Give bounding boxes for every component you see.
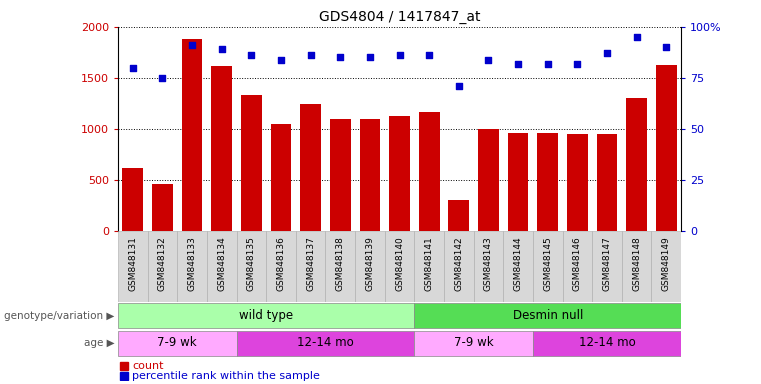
- Bar: [508, 133, 528, 231]
- Bar: [567, 134, 587, 231]
- Bar: [448, 200, 470, 231]
- Bar: [118, 331, 237, 356]
- Text: 12-14 mo: 12-14 mo: [578, 336, 635, 349]
- Point: [364, 55, 376, 61]
- Bar: [478, 129, 498, 231]
- Text: GSM848143: GSM848143: [484, 237, 493, 291]
- Bar: [533, 231, 562, 302]
- Text: Desmin null: Desmin null: [512, 309, 583, 321]
- Text: GSM848131: GSM848131: [129, 237, 137, 291]
- Bar: [537, 133, 558, 231]
- Point: [393, 52, 406, 58]
- Text: count: count: [132, 361, 164, 371]
- Text: GSM848149: GSM848149: [662, 237, 670, 291]
- Bar: [503, 231, 533, 302]
- Point: [245, 52, 257, 58]
- Bar: [414, 231, 444, 302]
- Bar: [266, 231, 296, 302]
- Text: GSM848141: GSM848141: [425, 237, 434, 291]
- Bar: [622, 231, 651, 302]
- Point: [572, 61, 584, 67]
- Point: [631, 34, 643, 40]
- Text: GSM848140: GSM848140: [395, 237, 404, 291]
- Bar: [271, 124, 291, 231]
- Text: GSM848132: GSM848132: [158, 237, 167, 291]
- Bar: [241, 95, 262, 231]
- Point: [482, 56, 495, 63]
- Bar: [237, 331, 414, 356]
- Text: GSM848148: GSM848148: [632, 237, 641, 291]
- Bar: [533, 331, 681, 356]
- Bar: [592, 231, 622, 302]
- Point: [156, 75, 168, 81]
- Bar: [152, 184, 173, 231]
- Bar: [177, 231, 207, 302]
- Text: GSM848133: GSM848133: [187, 237, 196, 291]
- Bar: [444, 231, 473, 302]
- Bar: [626, 98, 647, 231]
- Bar: [330, 119, 351, 231]
- Bar: [385, 231, 414, 302]
- Point: [304, 52, 317, 58]
- Point: [275, 56, 287, 63]
- Bar: [207, 231, 237, 302]
- Text: GSM848134: GSM848134: [217, 237, 226, 291]
- Bar: [301, 104, 321, 231]
- Bar: [296, 231, 326, 302]
- Text: GSM848139: GSM848139: [365, 237, 374, 291]
- Point: [186, 42, 198, 48]
- Point: [126, 65, 139, 71]
- Text: GSM848135: GSM848135: [247, 237, 256, 291]
- Bar: [237, 231, 266, 302]
- Bar: [359, 119, 380, 231]
- Bar: [656, 65, 677, 231]
- Text: percentile rank within the sample: percentile rank within the sample: [132, 371, 320, 381]
- Text: GSM848137: GSM848137: [306, 237, 315, 291]
- Text: 12-14 mo: 12-14 mo: [297, 336, 354, 349]
- Text: GSM848146: GSM848146: [573, 237, 582, 291]
- Text: 7-9 wk: 7-9 wk: [454, 336, 493, 349]
- Point: [542, 61, 554, 67]
- Bar: [651, 231, 681, 302]
- Text: GSM848147: GSM848147: [603, 237, 612, 291]
- Title: GDS4804 / 1417847_at: GDS4804 / 1417847_at: [319, 10, 480, 25]
- Point: [661, 44, 673, 50]
- Point: [215, 46, 228, 52]
- Bar: [123, 167, 143, 231]
- Bar: [562, 231, 592, 302]
- Point: [334, 55, 346, 61]
- Bar: [414, 303, 681, 328]
- Bar: [326, 231, 355, 302]
- Bar: [473, 231, 503, 302]
- Bar: [182, 39, 202, 231]
- Text: GSM848145: GSM848145: [543, 237, 552, 291]
- Text: GSM848136: GSM848136: [276, 237, 285, 291]
- Text: GSM848142: GSM848142: [454, 237, 463, 291]
- Bar: [118, 303, 414, 328]
- Point: [512, 61, 524, 67]
- Text: GSM848144: GSM848144: [514, 237, 523, 291]
- Bar: [212, 66, 232, 231]
- Point: [423, 52, 435, 58]
- Bar: [118, 231, 148, 302]
- Bar: [148, 231, 177, 302]
- Text: genotype/variation ▶: genotype/variation ▶: [4, 311, 114, 321]
- Point: [453, 83, 465, 89]
- Text: wild type: wild type: [239, 309, 293, 321]
- Point: [601, 50, 613, 56]
- Bar: [389, 116, 410, 231]
- Text: 7-9 wk: 7-9 wk: [158, 336, 197, 349]
- Bar: [419, 111, 440, 231]
- Bar: [355, 231, 385, 302]
- Bar: [414, 331, 533, 356]
- Bar: [597, 134, 617, 231]
- Text: age ▶: age ▶: [84, 338, 114, 348]
- Text: GSM848138: GSM848138: [336, 237, 345, 291]
